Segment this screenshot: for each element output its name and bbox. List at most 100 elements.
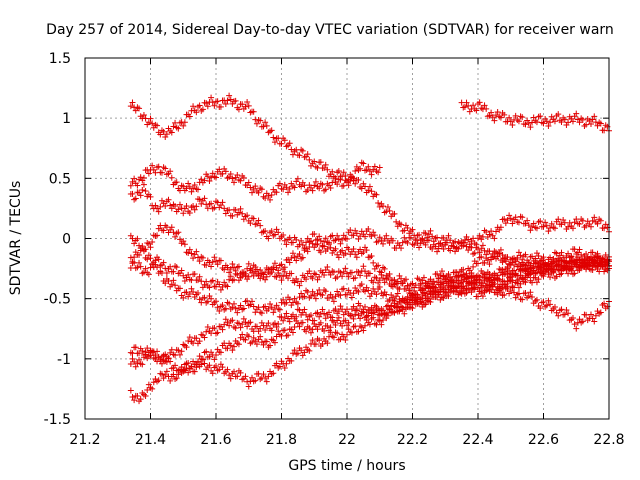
data-point [540,223,547,230]
data-point [291,184,298,191]
data-point [599,263,606,270]
data-point [368,253,375,260]
data-point [591,113,598,120]
data-point [543,118,550,125]
data-point [463,99,470,106]
data-point [478,253,485,260]
y-tick-label: 1 [62,111,71,127]
data-point [168,281,175,288]
data-point [592,312,599,319]
data-point [335,308,342,315]
data-point [366,321,373,328]
data-point [245,179,252,186]
data-point [324,340,331,347]
data-point [286,259,293,266]
data-point [139,187,146,194]
data-point [306,268,313,275]
data-point [383,291,390,298]
data-point [571,270,578,277]
data-point [127,361,134,368]
data-point [391,210,398,217]
data-point [316,337,323,344]
data-point [180,366,187,373]
data-point [253,120,260,127]
data-point [370,279,377,286]
data-point [384,274,391,281]
data-point [155,225,162,232]
data-point [180,122,187,129]
data-point [271,231,278,238]
data-point [527,227,534,234]
data-point [234,172,241,179]
data-point [288,270,295,277]
data-point [352,167,359,174]
data-point [378,305,385,312]
data-point [355,177,362,184]
data-point [522,121,529,128]
data-point [186,246,193,253]
data-point [280,296,287,303]
data-point [309,187,316,194]
data-point [176,351,183,358]
data-point [368,290,375,297]
data-point [527,263,534,270]
data-point [540,273,547,280]
data-point [152,352,159,359]
data-point [571,219,578,226]
data-point [517,280,524,287]
data-point [352,274,359,281]
data-point [186,183,193,190]
data-point [257,266,264,273]
data-point [384,204,391,211]
data-point [368,188,375,195]
data-point [558,249,565,256]
data-point [296,251,303,258]
data-point [206,284,213,291]
data-point [452,284,459,291]
data-point [149,385,156,392]
data-point [429,245,436,252]
data-point [245,273,252,280]
data-point [587,311,594,318]
data-point [499,259,506,266]
data-point [134,235,141,242]
data-point [162,372,169,379]
data-point [348,329,355,336]
data-point [340,333,347,340]
data-point [191,182,198,189]
data-point [176,285,183,292]
data-point [565,270,572,277]
data-point [222,168,229,175]
data-point [520,261,527,268]
data-point [249,189,256,196]
data-point [155,354,162,361]
data-point [317,249,324,256]
data-point [507,287,514,294]
data-point [227,170,234,177]
data-point [437,281,444,288]
data-point [267,342,274,349]
data-point [501,269,508,276]
data-point [456,289,463,296]
data-point [253,220,260,227]
data-point [533,225,540,232]
data-point [394,278,401,285]
data-point [365,163,372,170]
data-point [244,212,251,219]
data-point [393,218,400,225]
data-point [525,120,532,127]
data-point [247,220,254,227]
data-point [283,360,290,367]
data-point [234,309,241,316]
data-point [311,292,318,299]
y-tick-label: -0.5 [44,292,71,308]
data-point [491,235,498,242]
data-point [558,118,565,125]
data-point [378,271,385,278]
data-point [303,328,310,335]
data-point [304,186,311,193]
data-point [170,268,177,275]
data-point [209,259,216,266]
data-point [322,315,329,322]
data-point [160,227,167,234]
